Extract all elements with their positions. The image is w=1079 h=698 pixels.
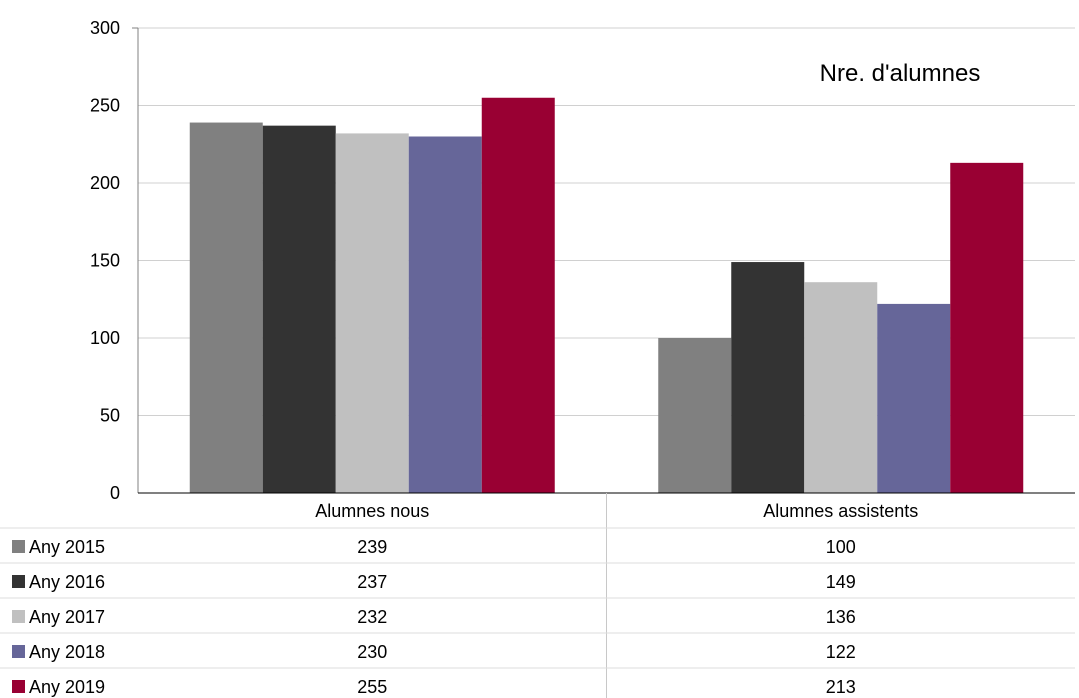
category-label: Alumnes nous — [315, 501, 429, 521]
data-label: 232 — [357, 607, 387, 627]
bar — [262, 125, 336, 494]
bar — [408, 136, 482, 493]
legend-swatch — [12, 610, 25, 623]
y-tick-labels: 0 50 100 150 200 250 300 — [90, 18, 120, 503]
bar — [950, 162, 1024, 493]
data-table: Alumnes nous Alumnes assistents Any 2015 23… — [0, 493, 1075, 698]
legend-swatch — [12, 645, 25, 658]
data-label: 237 — [357, 572, 387, 592]
legend-label: Any 2015 — [29, 537, 105, 557]
legend-swatch — [12, 680, 25, 693]
data-label: 230 — [357, 642, 387, 662]
bars — [189, 97, 1024, 494]
category-label: Alumnes assistents — [763, 501, 918, 521]
bar — [877, 303, 951, 493]
chart-title: Nre. d'alumnes — [820, 60, 981, 87]
bar — [481, 97, 555, 493]
y-tick-label: 150 — [90, 251, 120, 271]
bar — [804, 282, 878, 493]
data-label: 149 — [826, 572, 856, 592]
y-tick-label: 0 — [110, 483, 120, 503]
legend-label: Any 2016 — [29, 572, 105, 592]
y-tick-label: 300 — [90, 18, 120, 38]
legend-label: Any 2018 — [29, 642, 105, 662]
data-label: 255 — [357, 677, 387, 697]
data-label: 239 — [357, 537, 387, 557]
y-tick-label: 250 — [90, 96, 120, 116]
y-tick-label: 50 — [100, 406, 120, 426]
legend-swatch — [12, 575, 25, 588]
y-tick-label: 100 — [90, 328, 120, 348]
bar — [189, 122, 263, 494]
data-label: 122 — [826, 642, 856, 662]
y-tick-label: 200 — [90, 173, 120, 193]
bar — [335, 133, 409, 493]
legend-label: Any 2017 — [29, 607, 105, 627]
bar — [731, 262, 805, 493]
data-label: 136 — [826, 607, 856, 627]
data-label: 100 — [826, 537, 856, 557]
legend-swatch — [12, 540, 25, 553]
bar — [658, 338, 732, 493]
legend-label: Any 2019 — [29, 677, 105, 697]
data-label: 213 — [826, 677, 856, 697]
